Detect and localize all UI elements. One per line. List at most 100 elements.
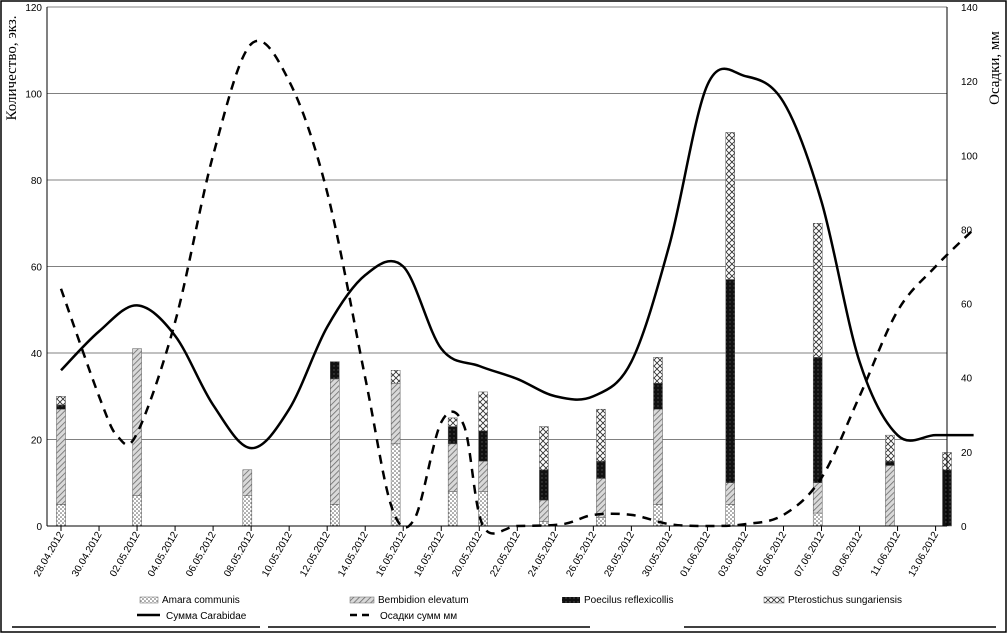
bar-segment-pterostichus [653, 357, 663, 384]
bar-segment-bembidion [330, 378, 340, 505]
legend-swatch-bembidion [349, 596, 375, 604]
right-tick-label: 60 [961, 300, 973, 311]
legend-label-amara: Amara communis [162, 595, 240, 606]
left-tick-label: 100 [25, 90, 42, 101]
right-tick-label: 20 [961, 448, 973, 459]
x-tick-label: 13.06.2012 [907, 530, 942, 579]
bar-segment-amara [596, 517, 606, 527]
bar-segment-pterostichus [56, 396, 66, 406]
bar-segment-bembidion [653, 408, 663, 505]
bar-segment-pterostichus [596, 408, 606, 462]
bar-segment-bembidion [390, 383, 401, 445]
x-tick-label: 01.06.2012 [678, 530, 713, 579]
left-axis-label: Количество, экз. [4, 15, 20, 120]
x-tick-label: 02.05.2012 [108, 530, 143, 579]
bar-segment-poecilus [812, 357, 823, 484]
right-axis-ticks: 0 20 40 60 80 100 120 140 [961, 3, 978, 533]
x-tick-label: 08.05.2012 [222, 530, 257, 579]
bar-segment-pterostichus [725, 132, 736, 280]
x-tick-label: 09.06.2012 [831, 530, 866, 579]
bar-segment-amara [725, 504, 736, 527]
bar-segment-poecilus [596, 460, 606, 479]
x-tick-label: 18.05.2012 [412, 530, 447, 579]
series-line-precipitation [59, 39, 975, 535]
bar-segment-poecilus [56, 404, 66, 410]
axes [46, 7, 948, 527]
bar-segment-bembidion [885, 465, 895, 527]
x-tick-label: 10.05.2012 [260, 530, 295, 579]
bar-segment-pterostichus [390, 370, 401, 384]
x-tick-label: 30.05.2012 [640, 530, 675, 579]
x-tick-label: 11.06.2012 [869, 530, 903, 579]
left-tick-label: 20 [31, 436, 43, 447]
bar-segment-poecilus [447, 426, 458, 445]
right-tick-label: 120 [961, 77, 978, 88]
bar-segment-amara [812, 512, 823, 527]
left-tick-label: 80 [31, 176, 43, 187]
left-tick-label: 40 [31, 349, 43, 360]
left-tick-label: 60 [31, 263, 43, 274]
bar-segment-pterostichus [885, 434, 895, 462]
bar-segment-poecilus [330, 361, 340, 380]
bar-segment-poecilus [725, 279, 736, 483]
x-tick-label: 20.05.2012 [450, 530, 485, 579]
right-axis-label: Осадки, мм [987, 31, 1003, 105]
legend-label-pterostichus: Pterostichus sungariensis [788, 595, 902, 606]
bar-segment-amara [132, 495, 142, 527]
bar-segment-pterostichus [812, 223, 823, 358]
left-tick-label: 120 [25, 3, 42, 14]
x-tick-label: 06.05.2012 [184, 530, 219, 579]
x-tick-label: 05.06.2012 [755, 530, 790, 579]
right-tick-label: 140 [961, 3, 978, 14]
legend-swatch-pterostichus [763, 596, 785, 604]
bar-segment-bembidion [447, 443, 458, 492]
left-axis-ticks: 0 20 40 60 80 100 120 [25, 3, 42, 533]
legend-swatch-amara [139, 596, 159, 604]
right-tick-label: 0 [961, 522, 967, 533]
bar-segment-bembidion [132, 348, 142, 496]
x-tick-label: 07.06.2012 [793, 530, 828, 579]
bar-segment-pterostichus [447, 417, 458, 427]
bar-segment-amara [56, 504, 66, 527]
bar-segment-pterostichus [478, 391, 488, 432]
bar-segment-bembidion [812, 482, 823, 514]
bar-segment-amara [447, 491, 458, 527]
x-tick-label: 28.04.2012 [32, 530, 67, 579]
left-tick-label: 0 [36, 522, 42, 533]
bar-segment-bembidion [725, 482, 736, 505]
bar-segment-poecilus [885, 460, 895, 466]
bar-segment-poecilus [653, 383, 663, 410]
gridlines [47, 6, 947, 440]
bar-segment-pterostichus [539, 426, 549, 471]
bar-segment-bembidion [539, 499, 549, 522]
series-lines [59, 39, 975, 535]
x-tick-label: 22.05.2012 [488, 530, 523, 579]
x-tick-label: 04.05.2012 [146, 530, 181, 579]
x-tick-label: 24.05.2012 [526, 530, 561, 579]
bar-segment-amara [242, 495, 253, 527]
right-tick-label: 80 [961, 225, 973, 236]
x-tick-label: 03.06.2012 [717, 530, 752, 579]
bar-segment-poecilus [478, 430, 488, 462]
legend-label-bembidion: Bembidion elevatum [378, 595, 469, 606]
bar-segment-poecilus [539, 469, 549, 501]
right-tick-label: 40 [961, 374, 973, 385]
bar-segment-bembidion [242, 469, 253, 496]
legend-swatch-poecilus [562, 597, 580, 603]
bar-segment-amara [330, 504, 340, 527]
legend: Amara communis Bembidion elevatum Poecil… [137, 595, 902, 622]
x-tick-label: 14.05.2012 [336, 530, 371, 579]
bar-segment-bembidion [56, 408, 66, 505]
x-tick-label: 28.05.2012 [602, 530, 637, 579]
x-tick-label: 26.05.2012 [564, 530, 599, 579]
legend-label-poecilus: Poecilus reflexicollis [584, 595, 673, 606]
x-axis-ticks: 28.04.2012 30.04.2012 02.05.2012 04.05.2012… [32, 526, 941, 579]
legend-label-sum: Сумма Carabidae [166, 611, 247, 622]
bar-segment-amara [390, 443, 401, 527]
x-tick-label: 30.04.2012 [70, 530, 105, 579]
x-tick-label: 12.05.2012 [298, 530, 333, 579]
series-line-sum-carabidae [60, 67, 974, 450]
x-tick-label: 16.05.2012 [374, 530, 409, 579]
